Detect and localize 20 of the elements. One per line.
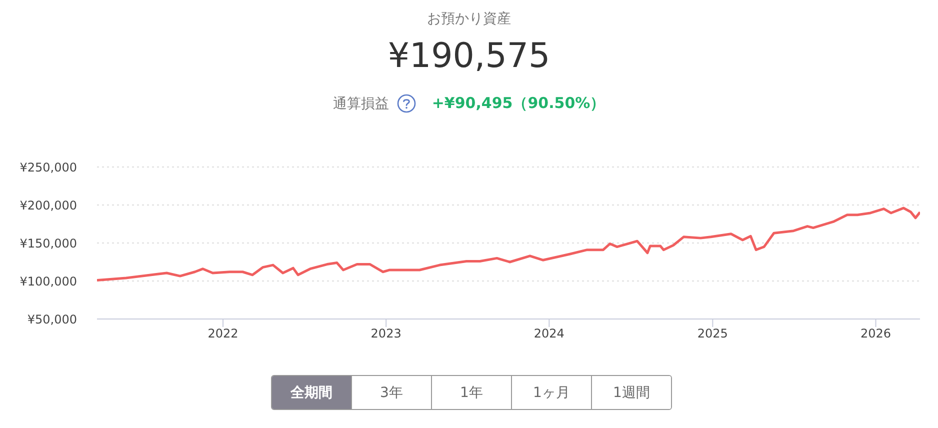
y-tick-label: ¥150,000	[20, 236, 77, 250]
y-tick-label: ¥200,000	[20, 198, 77, 212]
text: 全期間	[272, 376, 351, 409]
text: +¥90,495（90.50%）	[432, 94, 606, 113]
y-tick-label: ¥250,000	[20, 160, 77, 174]
chart-title: お預かり資産	[426, 10, 512, 28]
line-series	[97, 206, 920, 282]
x-tick-label: 2023	[370, 326, 402, 341]
y-tick-label: ¥50,000	[27, 312, 77, 326]
text: 1週間	[591, 376, 671, 409]
x-tick-label: 2026	[860, 326, 892, 341]
chart-subtitle: ¥190,575	[386, 36, 552, 76]
text: 3年	[351, 376, 431, 409]
y-tick-label: ¥100,000	[20, 274, 77, 288]
x-tick-label: 2022	[208, 326, 238, 341]
x-tick-label: 2025	[697, 326, 728, 341]
text: 1年	[431, 376, 511, 409]
x-tick-label: 2024	[534, 326, 564, 341]
text: 通算損益	[332, 94, 389, 112]
text: 1ヶ月	[511, 376, 591, 409]
